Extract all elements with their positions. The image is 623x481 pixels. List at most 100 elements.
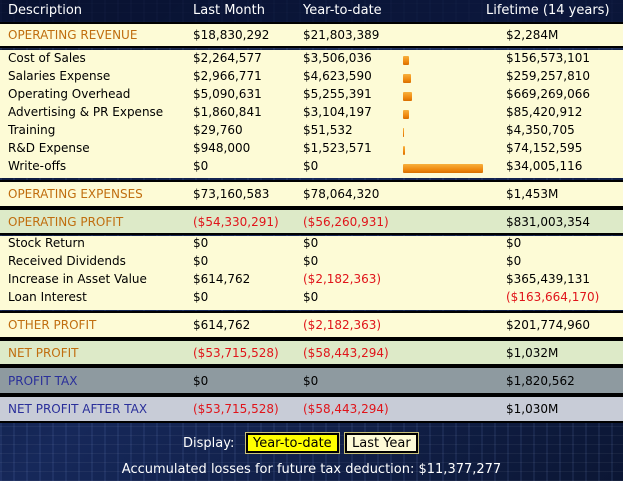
- expense-row: R&D Expense $948,000 $1,523,571 $74,152,…: [0, 141, 623, 159]
- net-profit-after-tax-row: NET PROFIT AFTER TAX ($53,715,528) ($58,…: [0, 395, 623, 423]
- row-label: OPERATING EXPENSES: [8, 187, 143, 201]
- header-last-month: Last Month: [193, 3, 265, 18]
- last-year-button[interactable]: Last Year: [344, 432, 419, 454]
- ytd-value: $0: [303, 290, 319, 304]
- ytd-value: ($56,260,931): [303, 214, 389, 229]
- expense-detail-list: Cost of Sales $2,264,577 $3,506,036 $156…: [0, 50, 623, 178]
- expense-share-bar: [403, 164, 483, 173]
- last-month-value: ($53,715,528): [193, 345, 279, 360]
- ytd-value: ($58,443,294): [303, 345, 389, 360]
- lifetime-value: $4,350,705: [506, 123, 575, 137]
- lifetime-value: $201,774,960: [506, 318, 590, 332]
- lifetime-value: $0: [506, 254, 522, 268]
- row-label: Cost of Sales: [8, 51, 86, 65]
- expense-row: Operating Overhead $5,090,631 $5,255,391…: [0, 87, 623, 105]
- other-row: Stock Return $0 $0 $0: [0, 236, 623, 254]
- ytd-value: $4,623,590: [303, 69, 372, 83]
- last-month-value: $614,762: [193, 272, 251, 286]
- row-label: Increase in Asset Value: [8, 272, 147, 286]
- expense-share-bar: [403, 56, 409, 65]
- last-month-value: $0: [193, 254, 209, 268]
- expense-row: Write-offs $0 $0 $34,005,116: [0, 159, 623, 177]
- row-label: R&D Expense: [8, 141, 90, 155]
- last-month-value: $73,160,583: [193, 187, 270, 201]
- lifetime-value: $85,420,912: [506, 105, 583, 119]
- ytd-value: ($2,182,363): [303, 318, 382, 332]
- expense-share-bar: [403, 74, 411, 83]
- expense-row: Salaries Expense $2,966,771 $4,623,590 $…: [0, 69, 623, 87]
- last-month-value: $0: [193, 290, 209, 304]
- last-month-value: $614,762: [193, 318, 251, 332]
- display-label: Display:: [183, 436, 235, 451]
- row-label: Salaries Expense: [8, 69, 111, 83]
- ytd-value: $78,064,320: [303, 187, 380, 201]
- profit-tax-row: PROFIT TAX $0 $0 $1,820,562: [0, 366, 623, 395]
- ytd-value: $3,506,036: [303, 51, 372, 65]
- lifetime-value: $365,439,131: [506, 272, 590, 286]
- lifetime-value: $259,257,810: [506, 69, 590, 83]
- row-label: NET PROFIT AFTER TAX: [8, 402, 148, 416]
- expense-share-bar: [403, 146, 405, 155]
- row-label: PROFIT TAX: [8, 373, 78, 388]
- lifetime-value: $1,030M: [506, 402, 559, 416]
- year-to-date-button[interactable]: Year-to-date: [245, 432, 340, 454]
- lifetime-value: $1,032M: [506, 345, 559, 360]
- last-month-value: $0: [193, 236, 209, 250]
- lifetime-value: $1,453M: [506, 187, 559, 201]
- expense-share-bar: [403, 110, 409, 119]
- lifetime-value: $1,820,562: [506, 373, 575, 388]
- expense-share-bar: [403, 92, 412, 101]
- row-label: NET PROFIT: [8, 345, 79, 360]
- row-label: OTHER PROFIT: [8, 318, 97, 332]
- ytd-value: $5,255,391: [303, 87, 372, 101]
- row-label: Advertising & PR Expense: [8, 105, 164, 119]
- ytd-value: $0: [303, 373, 319, 388]
- accumulated-losses-text: Accumulated losses for future tax deduct…: [121, 462, 502, 477]
- lifetime-value: $831,003,354: [506, 214, 590, 229]
- other-row: Increase in Asset Value $614,762 ($2,182…: [0, 272, 623, 290]
- row-label: Received Dividends: [8, 254, 126, 268]
- last-month-value: $0: [193, 373, 209, 388]
- row-label: Write-offs: [8, 159, 67, 173]
- ytd-value: $51,532: [303, 123, 353, 137]
- row-label: OPERATING PROFIT: [8, 214, 124, 229]
- operating-revenue-row: OPERATING REVENUE $18,830,292 $21,803,38…: [0, 22, 623, 48]
- row-label: Stock Return: [8, 236, 85, 250]
- lifetime-value: $2,284M: [506, 28, 559, 42]
- header-year-to-date: Year-to-date: [303, 3, 382, 18]
- row-label: OPERATING REVENUE: [8, 28, 138, 42]
- ytd-value: $0: [303, 159, 319, 173]
- last-month-value: ($54,330,291): [193, 214, 279, 229]
- other-profit-row: OTHER PROFIT $614,762 ($2,182,363) $201,…: [0, 311, 623, 339]
- display-toggle: Display: Year-to-date Last Year: [0, 432, 623, 456]
- lifetime-value: ($163,664,170): [506, 290, 600, 304]
- operating-profit-row: OPERATING PROFIT ($54,330,291) ($56,260,…: [0, 208, 623, 235]
- header-description: Description: [8, 3, 83, 18]
- expense-row: Advertising & PR Expense $1,860,841 $3,1…: [0, 105, 623, 123]
- last-month-value: $2,966,771: [193, 69, 262, 83]
- last-month-value: $0: [193, 159, 209, 173]
- other-income-list: Stock Return $0 $0 $0 Received Dividends…: [0, 236, 623, 310]
- expense-row: Cost of Sales $2,264,577 $3,506,036 $156…: [0, 51, 623, 69]
- last-month-value: ($53,715,528): [193, 402, 279, 416]
- expense-share-bar: [403, 128, 404, 137]
- lifetime-value: $669,269,066: [506, 87, 590, 101]
- ytd-value: ($2,182,363): [303, 272, 382, 286]
- lifetime-value: $74,152,595: [506, 141, 583, 155]
- last-month-value: $2,264,577: [193, 51, 262, 65]
- ytd-value: $1,523,571: [303, 141, 372, 155]
- row-label: Loan Interest: [8, 290, 87, 304]
- net-profit-row: NET PROFIT ($53,715,528) ($58,443,294) $…: [0, 339, 623, 366]
- column-header: Description Last Month Year-to-date Life…: [0, 0, 623, 22]
- operating-expenses-row: OPERATING EXPENSES $73,160,583 $78,064,3…: [0, 180, 623, 208]
- lifetime-value: $34,005,116: [506, 159, 583, 173]
- expense-row: Training $29,760 $51,532 $4,350,705: [0, 123, 623, 141]
- lifetime-value: $0: [506, 236, 522, 250]
- ytd-value: $0: [303, 254, 319, 268]
- row-label: Operating Overhead: [8, 87, 131, 101]
- other-row: Loan Interest $0 $0 ($163,664,170): [0, 290, 623, 308]
- ytd-value: ($58,443,294): [303, 402, 389, 416]
- ytd-value: $3,104,197: [303, 105, 372, 119]
- header-lifetime: Lifetime (14 years): [486, 3, 610, 18]
- last-month-value: $5,090,631: [193, 87, 262, 101]
